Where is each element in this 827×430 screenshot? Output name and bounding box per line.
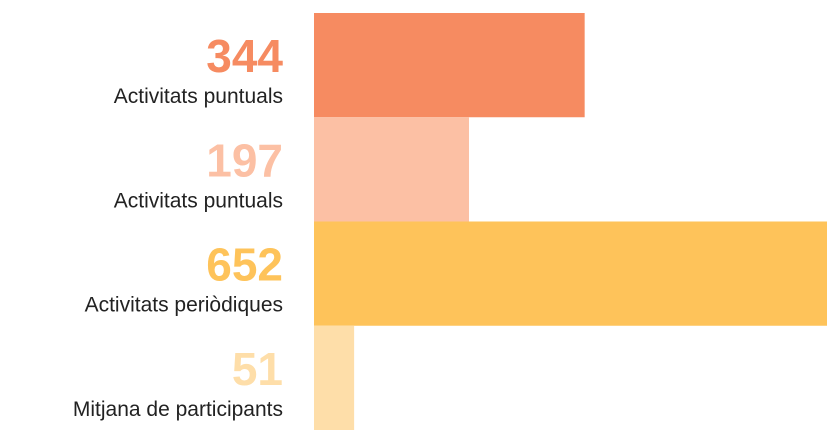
value-label: 197 bbox=[206, 134, 283, 186]
value-label: 344 bbox=[206, 30, 283, 82]
category-label: Activitats periòdiques bbox=[85, 294, 283, 317]
value-label: 51 bbox=[232, 343, 283, 395]
bar bbox=[314, 117, 470, 222]
value-label: 652 bbox=[206, 239, 283, 291]
category-label: Activitats puntuals bbox=[114, 189, 283, 212]
bar bbox=[314, 221, 827, 326]
category-label: Activitats puntuals bbox=[114, 85, 283, 108]
bar bbox=[314, 325, 355, 430]
bar bbox=[314, 13, 585, 118]
category-label: Mitjana de participants bbox=[73, 398, 283, 421]
